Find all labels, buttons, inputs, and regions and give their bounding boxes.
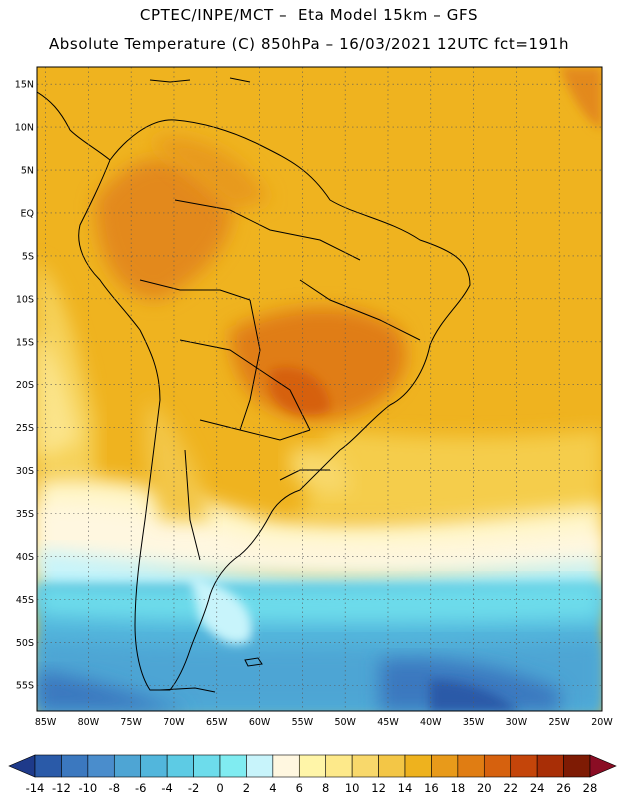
lat-tick-label: 45S <box>16 595 34 606</box>
lon-tick-label: 70W <box>163 717 185 728</box>
colorbar-swatch <box>483 754 512 778</box>
colorbar-label: 2 <box>243 781 250 795</box>
lat-tick-label: 30S <box>16 466 34 477</box>
colorbar-swatch <box>351 754 379 778</box>
colorbar-swatch <box>298 754 327 778</box>
colorbar-label: 26 <box>556 781 571 795</box>
temperature-field <box>37 67 602 711</box>
colorbar-swatch <box>34 754 62 778</box>
map-frame <box>36 66 603 712</box>
colorbar-label: 14 <box>398 781 413 795</box>
lat-tick-label: 10S <box>16 294 34 305</box>
chart-title-line1: CPTEC/INPE/MCT – Eta Model 15km – GFS <box>139 6 479 24</box>
lon-tick-label: 30W <box>506 717 528 728</box>
colorbar-label: 20 <box>477 781 492 795</box>
colorbar-label: 22 <box>503 781 518 795</box>
lon-tick-label: 80W <box>78 717 100 728</box>
lat-tick-label: 10N <box>15 123 34 134</box>
colorbar-label: 10 <box>345 781 360 795</box>
colorbar-swatch <box>272 754 300 778</box>
colorbar-label: -10 <box>78 781 97 795</box>
lat-tick-label: 40S <box>16 552 34 563</box>
colorbar-swatch <box>61 754 89 778</box>
colorbar-label: -8 <box>109 781 120 795</box>
colorbar-label: 0 <box>216 781 223 795</box>
lon-tick-label: 75W <box>120 717 142 728</box>
latitude-labels: 15N 10N 5N EQ 5S 10S 15S 20S 25S 30S 35S 40S 45S 50S 5… <box>15 80 34 692</box>
colorbar-label: -2 <box>188 781 199 795</box>
lat-tick-label: 15N <box>15 80 34 91</box>
colorbar-swatch <box>378 754 406 778</box>
colorbar-swatch <box>404 754 432 778</box>
colorbar-swatch <box>536 754 564 778</box>
lon-tick-label: 60W <box>249 717 271 728</box>
lat-tick-label: EQ <box>21 208 34 219</box>
lat-tick-label: 15S <box>16 337 34 348</box>
colorbar-label: 16 <box>424 781 439 795</box>
colorbar-swatch <box>563 754 591 778</box>
colorbar-swatch <box>431 754 459 778</box>
colorbar-swatch <box>193 754 221 778</box>
chart-title-line2: Absolute Temperature (C) 850hPa – 16/03/… <box>48 35 570 53</box>
lat-tick-label: 35S <box>16 509 34 520</box>
colorbar-swatch <box>140 754 168 778</box>
lon-tick-label: 20W <box>591 717 613 728</box>
lat-tick-label: 50S <box>16 638 34 649</box>
colorbar-swatch <box>166 754 194 778</box>
lat-tick-label: 25S <box>16 423 34 434</box>
colorbar-min-arrow <box>8 754 36 778</box>
lon-tick-label: 40W <box>420 717 442 728</box>
lon-tick-label: 85W <box>35 717 57 728</box>
colorbar-label: -12 <box>52 781 71 795</box>
lat-tick-label: 5S <box>22 251 34 262</box>
colorbar-label: 6 <box>296 781 303 795</box>
lon-tick-label: 50W <box>334 717 356 728</box>
colorbar-max-arrow <box>589 754 617 778</box>
colorbar-swatch <box>457 754 485 778</box>
colorbar-label: -6 <box>135 781 146 795</box>
colorbar-swatch <box>510 754 538 778</box>
colorbar-label: 28 <box>583 781 598 795</box>
longitude-labels: 85W 80W 75W 70W 65W 60W 55W 50W 45W 40W 35W 30W 25W 2… <box>35 717 614 728</box>
colorbar-swatch <box>325 754 353 778</box>
lon-tick-label: 45W <box>377 717 399 728</box>
colorbar-label: 12 <box>371 781 386 795</box>
colorbar-label: 8 <box>322 781 329 795</box>
lon-tick-label: 35W <box>463 717 485 728</box>
lon-tick-label: 55W <box>292 717 314 728</box>
lat-tick-label: 20S <box>16 380 34 391</box>
colorbar-swatch <box>246 754 274 778</box>
lon-tick-label: 25W <box>548 717 570 728</box>
coastline-borders <box>37 77 471 693</box>
lat-tick-label: 5N <box>21 166 34 177</box>
colorbar-label: 18 <box>451 781 466 795</box>
colorbar-label: 4 <box>269 781 276 795</box>
lat-tick-label: 55S <box>16 681 34 692</box>
colorbar-label: -4 <box>161 781 172 795</box>
colorbar-label: 24 <box>530 781 545 795</box>
colorbar: -14 -12 -10 -8 -6 -4 -2 0 2 4 6 8 10 12 14 16 18 20 22 24 26… <box>8 754 617 795</box>
lon-tick-label: 65W <box>206 717 228 728</box>
colorbar-swatch <box>113 754 142 778</box>
colorbar-swatch <box>87 754 115 778</box>
colorbar-swatch <box>219 754 247 778</box>
colorbar-label: -14 <box>26 781 45 795</box>
